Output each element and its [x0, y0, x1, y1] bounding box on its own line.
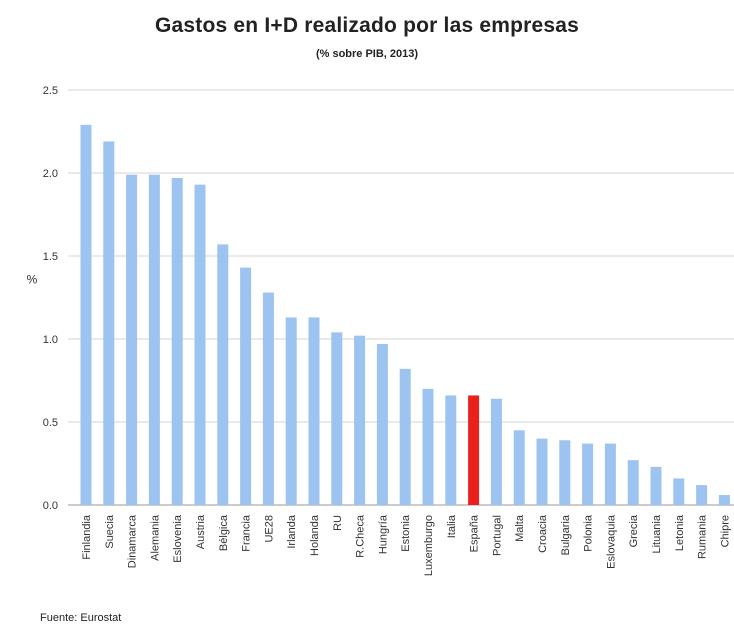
- chart-subtitle: (% sobre PIB, 2013): [315, 48, 419, 60]
- bar: [126, 174, 138, 505]
- bar: [354, 335, 366, 505]
- bar: [696, 485, 708, 505]
- x-tick-label: Polonia: [583, 514, 595, 552]
- bar: [650, 466, 662, 505]
- bar: [194, 184, 206, 505]
- x-tick-label: Hungría: [377, 514, 389, 554]
- bar: [171, 177, 183, 506]
- bar: [103, 141, 115, 505]
- bar: [148, 174, 160, 505]
- bar: [468, 395, 480, 505]
- bar: [399, 368, 411, 505]
- x-tick-label: Finlandia: [81, 514, 93, 560]
- x-tick-label: Letonia: [674, 514, 686, 551]
- y-tick-label: 2.5: [43, 85, 58, 97]
- bar: [718, 495, 730, 505]
- x-tick-label: Lituania: [651, 514, 663, 553]
- x-tick-label: Estonia: [400, 514, 412, 552]
- source-note: Fuente: Eurostat: [40, 612, 122, 624]
- x-tick-label: Malta: [514, 514, 526, 542]
- x-tick-label: Rumania: [697, 514, 709, 559]
- bar: [262, 292, 274, 505]
- x-tick-label: Chipre: [719, 515, 731, 547]
- bar: [559, 440, 571, 505]
- x-tick-label: Irlanda: [286, 514, 298, 549]
- y-tick-label: 1.5: [43, 251, 58, 263]
- bar: [422, 388, 434, 505]
- x-tick-label: España: [469, 514, 481, 552]
- bar: [513, 430, 525, 505]
- x-tick-label: UE28: [263, 515, 275, 543]
- y-tick-label: 0.5: [43, 417, 58, 429]
- bar: [285, 317, 297, 505]
- bar: [240, 267, 252, 505]
- x-tick-label: Alemania: [149, 514, 161, 561]
- bar: [673, 478, 685, 505]
- y-tick-label: 1.0: [43, 334, 58, 346]
- x-tick-label: Grecia: [628, 514, 640, 547]
- bar: [217, 244, 229, 505]
- bar: [490, 398, 502, 505]
- bar: [445, 395, 457, 505]
- x-tick-label: R.Checa: [355, 514, 367, 558]
- y-tick-label: 0.0: [43, 500, 58, 512]
- x-tick-label: Francia: [241, 514, 253, 552]
- bar: [627, 460, 639, 505]
- bar: [308, 317, 320, 505]
- bar: [582, 443, 594, 505]
- x-tick-label: Holanda: [309, 514, 321, 556]
- x-tick-label: Eslovaquia: [605, 514, 617, 569]
- x-tick-label: Luxemburgo: [423, 515, 435, 576]
- x-tick-label: RU: [332, 515, 344, 531]
- x-tick-label: Italia: [446, 514, 458, 538]
- x-tick-label: Austria: [195, 514, 207, 549]
- x-tick-label: Bélgica: [218, 514, 230, 551]
- bar: [376, 343, 388, 505]
- y-axis-label: %: [27, 273, 38, 287]
- y-tick-label: 2.0: [43, 168, 58, 180]
- x-tick-label: Bulgaria: [560, 514, 572, 555]
- bar: [80, 124, 92, 506]
- x-tick-label: Eslovenia: [172, 514, 184, 563]
- bar: [604, 443, 616, 505]
- chart-title: Gastos en I+D realizado por las empresas: [154, 14, 580, 37]
- x-tick-label: Dinamarca: [127, 514, 139, 568]
- x-tick-label: Portugal: [491, 515, 503, 556]
- bar: [331, 332, 343, 505]
- x-tick-label: Suecia: [104, 514, 116, 549]
- x-tick-label: Croacia: [537, 514, 549, 553]
- bar: [536, 438, 548, 505]
